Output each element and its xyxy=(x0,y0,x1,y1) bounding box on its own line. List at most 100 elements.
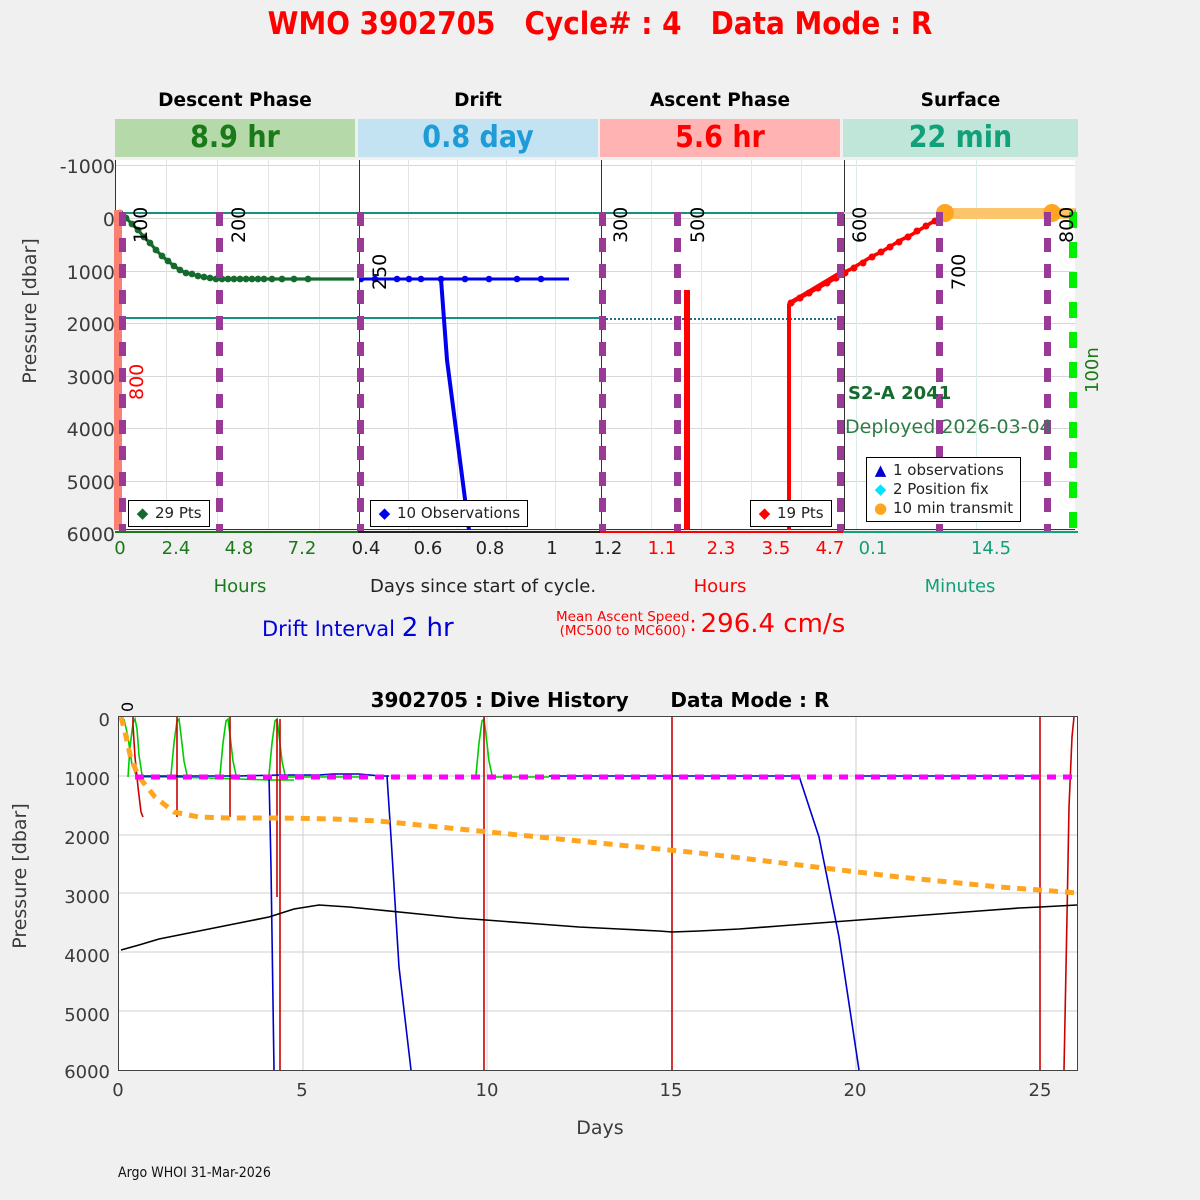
dive-history-series xyxy=(119,717,1077,1070)
xaxis-caption-days: Days since start of cycle. xyxy=(369,576,597,597)
mc-label-100n-green: 100n xyxy=(1082,347,1103,393)
ascent-speed-separator: : xyxy=(689,612,697,636)
bot-ytick-3000: 3000 xyxy=(64,887,110,908)
ytick--1000: -1000 xyxy=(59,156,115,178)
ytick-3000: 3000 xyxy=(66,367,115,389)
mc-label-300: 300 xyxy=(610,206,632,243)
footer-credit: Argo WHOI 31-Mar-2026 xyxy=(118,1165,271,1181)
bot-xtick-15: 15 xyxy=(659,1080,683,1101)
drift-interval-label: Drift Interval xyxy=(262,617,395,641)
drift-series xyxy=(359,275,569,530)
ytick-6000: 6000 xyxy=(66,524,115,546)
legend-row-position-fix: ◆ 2 Position fix xyxy=(874,480,1013,499)
phase-duration-descent: 8.9 hr xyxy=(115,119,355,157)
mc-dash-300 xyxy=(599,212,606,532)
bot-xtick-25: 25 xyxy=(1028,1080,1052,1101)
legend-label-drift-obs: 10 Observations xyxy=(397,504,521,522)
legend-descent-pts: ◆ 29 Pts xyxy=(128,500,210,527)
bot-ytick-6000: 6000 xyxy=(64,1062,110,1083)
circle-icon: ● xyxy=(874,499,888,517)
marker-legend: ▲ 1 observations ◆ 2 Position fix ● 10 m… xyxy=(866,457,1022,522)
reference-line-surface xyxy=(116,212,841,214)
drift-interval-readout: Drift Interval 2 hr xyxy=(262,613,454,643)
legend-label-position-fix: 2 Position fix xyxy=(893,480,989,498)
bot-ytick-2000: 2000 xyxy=(64,828,110,849)
xtick-min-14.5: 14.5 xyxy=(970,538,1012,559)
legend-ascent-pts: ◆ 19 Pts xyxy=(750,500,832,527)
mc-dash-250 xyxy=(357,212,364,532)
triangle-icon: ▲ xyxy=(874,461,887,479)
mc-dash-500 xyxy=(674,212,681,532)
xtick-ahours-3.5: 3.5 xyxy=(761,538,791,559)
mc-dash-100 xyxy=(119,212,126,532)
bottom-plot-corner-label: 0 xyxy=(118,701,137,712)
phase-duration-surface: 22 min xyxy=(843,119,1078,157)
ascent-speed-readout: Mean Ascent Speed (MC500 to MC600) : 296… xyxy=(556,609,845,639)
xaxis-caption-minutes: Minutes xyxy=(924,576,996,597)
mc-label-100: 100 xyxy=(130,206,152,243)
mc-bar-100 xyxy=(114,210,122,530)
legend-label-observations: 1 observations xyxy=(893,461,1004,479)
mc-label-700: 700 xyxy=(948,253,970,290)
xtick-ahours-1.1: 1.1 xyxy=(647,538,677,559)
phase-name-drift: Drift xyxy=(454,90,502,111)
legend-label-transmit: 10 min transmit xyxy=(893,499,1014,517)
mc-dash-700 xyxy=(936,212,943,532)
ytick-0: 0 xyxy=(102,209,115,231)
xtick-ahours-2.3: 2.3 xyxy=(706,538,736,559)
mc-bar-ascent-start xyxy=(684,290,690,530)
descent-marker-icon: ◆ xyxy=(136,504,149,522)
bot-ytick-0: 0 xyxy=(98,710,110,731)
mc-label-500: 500 xyxy=(687,206,709,243)
phase-name-descent: Descent Phase xyxy=(158,90,312,111)
legend-drift-obs: ◆ 10 Observations xyxy=(370,500,529,527)
diamond-icon: ◆ xyxy=(874,480,887,498)
bottom-plot-canvas xyxy=(118,716,1078,1071)
drift-marker-icon: ◆ xyxy=(378,504,391,522)
mc-dash-800 xyxy=(1044,212,1051,532)
float-serial-label: S2-A 2041 xyxy=(848,383,952,404)
legend-row-observations: ▲ 1 observations xyxy=(874,461,1013,480)
xtick-days-0.8: 0.8 xyxy=(475,538,505,559)
mc-label-200: 200 xyxy=(228,206,250,243)
bot-xtick-10: 10 xyxy=(475,1080,499,1101)
mc-dash-green-100n xyxy=(1069,212,1077,532)
xtick-hours-0: 0 xyxy=(114,538,126,559)
legend-row-transmit: ● 10 min transmit xyxy=(874,499,1013,518)
xtick-hours-4.8: 4.8 xyxy=(224,538,254,559)
transmit-bar xyxy=(941,208,1076,219)
phase-duration-ascent: 5.6 hr xyxy=(600,119,840,157)
mc-label-800: 800 xyxy=(1056,206,1078,243)
phase-name-ascent: Ascent Phase xyxy=(649,90,791,111)
xtick-min-0.1: 0.1 xyxy=(858,538,888,559)
mc-label-600: 600 xyxy=(849,206,871,243)
bot-xtick-0: 0 xyxy=(112,1080,124,1101)
xtick-days-1.2: 1.2 xyxy=(593,538,623,559)
mc-label-250: 250 xyxy=(369,253,391,290)
float-deployed-label: Deployed 2026-03-04 xyxy=(845,416,1052,438)
bot-xtick-20: 20 xyxy=(843,1080,867,1101)
xaxis-caption-hours-ascent: Hours xyxy=(693,576,747,597)
phase-name-surface: Surface xyxy=(920,90,1001,111)
page-title: WMO 3902705 Cycle# : 4 Data Mode : R xyxy=(267,6,933,42)
bot-ytick-1000: 1000 xyxy=(64,769,110,790)
legend-label-ascent-pts: 19 Pts xyxy=(777,504,824,522)
phase-duration-drift: 0.8 day xyxy=(358,119,598,157)
xaxis-caption-hours-descent: Hours xyxy=(213,576,267,597)
ascent-speed-label-1: Mean Ascent Speed xyxy=(556,609,690,625)
xtick-days-1: 1 xyxy=(546,538,558,559)
ytick-4000: 4000 xyxy=(66,419,115,441)
xtick-days-0.6: 0.6 xyxy=(413,538,443,559)
bot-ytick-4000: 4000 xyxy=(64,946,110,967)
bottom-plot-xlabel: Days xyxy=(576,1117,624,1139)
ytick-5000: 5000 xyxy=(66,472,115,494)
ascent-marker-icon: ◆ xyxy=(758,504,771,522)
bot-ytick-5000: 5000 xyxy=(64,1005,110,1026)
mc-dash-600 xyxy=(837,212,844,532)
xtick-hours-7.2: 7.2 xyxy=(287,538,317,559)
ascent-speed-label-2: (MC500 to MC600) xyxy=(559,623,686,639)
ytick-1000: 1000 xyxy=(66,262,115,284)
xtick-days-0.4: 0.4 xyxy=(351,538,381,559)
drift-interval-value: 2 hr xyxy=(401,613,454,643)
reference-line-2000-dotted xyxy=(601,318,844,320)
